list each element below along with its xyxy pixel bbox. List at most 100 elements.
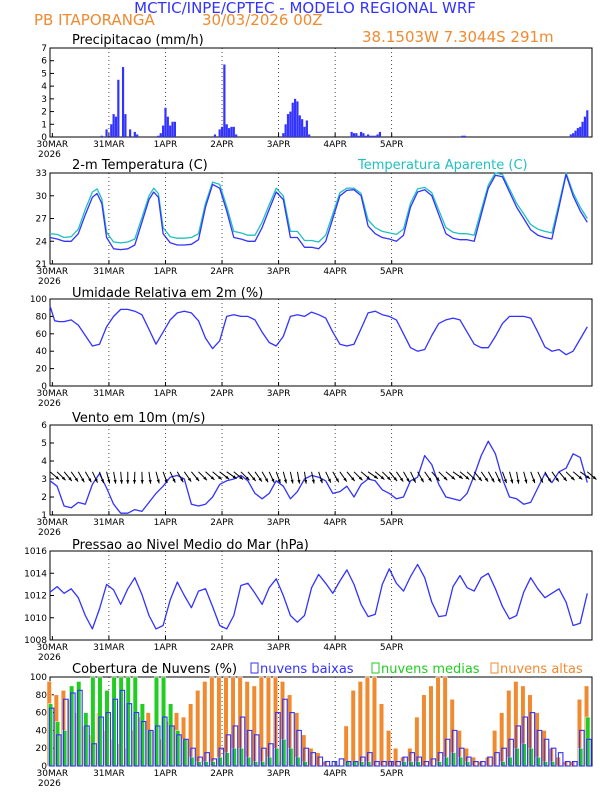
low-cloud-bar — [176, 734, 182, 767]
low-cloud-bar — [557, 752, 564, 767]
high-cloud-bar — [386, 730, 392, 767]
low-cloud-bar — [260, 747, 267, 767]
precip-bar — [133, 131, 136, 137]
x-tick-label: 31MAR — [93, 140, 125, 150]
clouds-title: Cobertura de Nuvens (%) — [72, 662, 237, 677]
panel-3-axes: 30MAR 31MAR 1APR 2APR 3APR 4APR 5APR 2026 1 2 3 4 5 6 — [37, 421, 593, 538]
wind-arrow-head — [148, 479, 152, 484]
precip-bar — [293, 98, 297, 137]
y-tick-label: 2 — [41, 108, 47, 118]
low-cloud-bar — [225, 734, 232, 767]
apparent-temperature-line — [49, 172, 588, 244]
x-tick-label: 1APR — [154, 140, 178, 150]
wind-arrow-head — [393, 477, 398, 481]
wind-arrow-head — [258, 477, 262, 482]
x-tick-label: 2APR — [210, 140, 234, 150]
precip-bar — [303, 126, 306, 137]
precip-bar — [136, 134, 139, 137]
wind-arrow-head — [335, 478, 339, 483]
wind-arrow-head — [435, 477, 440, 481]
x-tick-label: 30MAR — [37, 267, 69, 277]
wind-arrow-head — [119, 479, 123, 484]
wind-arrow-head — [239, 475, 244, 480]
precip-bar — [230, 126, 233, 137]
high-cloud-bar — [343, 725, 349, 767]
wind-arrow-head — [55, 475, 60, 480]
low-cloud-bar — [296, 729, 302, 767]
wind-arrow-head — [491, 478, 495, 483]
y-tick-label: 1008 — [24, 636, 47, 646]
low-cloud-bar — [282, 698, 288, 767]
wind-arrow-head — [358, 476, 363, 481]
y-tick-label: 30 — [36, 192, 48, 202]
wind-arrow-head — [451, 475, 456, 480]
precip-bar — [583, 116, 587, 137]
precip-bar — [218, 129, 221, 137]
wind-arrow-head — [351, 477, 355, 481]
low-cloud-legend-label: nuvens baixas — [260, 662, 354, 677]
precip-bar — [284, 124, 287, 137]
precip-bar — [232, 126, 235, 137]
y-tick-label: 6 — [41, 421, 47, 431]
high-cloud-bar — [428, 685, 434, 767]
wind-arrows — [49, 471, 597, 484]
wind-arrow-head — [516, 479, 520, 484]
precip-bar — [364, 135, 367, 137]
y-tick-label: 2 — [41, 493, 47, 503]
y-tick-label: 0 — [41, 762, 47, 772]
low-cloud-bar — [451, 729, 458, 767]
low-cloud-bar — [105, 712, 112, 767]
low-cloud-bar — [416, 756, 423, 767]
x-tick-label: 3APR — [267, 267, 291, 277]
year-label: 2026 — [38, 399, 61, 409]
high-cloud-bar — [195, 690, 201, 767]
low-cloud-bar — [161, 716, 168, 767]
y-tick-label: 7 — [41, 44, 47, 54]
precip-bar — [117, 79, 120, 137]
y-tick-label: 33 — [36, 169, 47, 179]
x-tick-label: 1APR — [154, 518, 178, 528]
header-title: MCTIC/INPE/CPTEC - MODELO REGIONAL WRF — [134, 0, 476, 17]
precip-bar — [369, 135, 372, 137]
low-cloud-bar — [55, 734, 62, 767]
wind-arrow-head — [245, 476, 250, 481]
year-label: 2026 — [38, 528, 61, 538]
low-cloud-bar — [508, 738, 514, 767]
wind-arrow-head — [81, 478, 85, 483]
high-cloud-legend-swatch — [490, 662, 499, 674]
low-cloud-bar — [190, 747, 196, 767]
precip-bar — [569, 134, 572, 137]
wind-arrow-head — [290, 479, 294, 484]
precip-bar — [157, 135, 160, 137]
panel-frame — [49, 172, 593, 265]
precip-bar — [296, 101, 299, 137]
wind-arrow-head — [297, 479, 301, 484]
precip-bar — [166, 116, 169, 137]
y-tick-label: 20 — [36, 744, 48, 754]
wind-arrow-head — [164, 479, 168, 484]
mid-cloud-legend-swatch — [371, 662, 380, 674]
y-tick-label: 6 — [41, 57, 47, 67]
x-tick-label: 4APR — [323, 643, 347, 653]
precip-bar — [374, 135, 377, 137]
precip-bar — [213, 134, 217, 137]
year-label: 2026 — [38, 653, 61, 663]
panel-1-axes: 30MAR 31MAR 1APR 2APR 3APR 4APR 5APR 2026 21 24 27… — [36, 169, 593, 287]
y-tick-label: 1 — [41, 120, 47, 130]
precip-bar — [164, 107, 167, 137]
wind-arrow-head — [304, 479, 308, 484]
wind-arrow-head — [283, 479, 287, 484]
wind-arrow-head — [187, 477, 192, 482]
wind-arrow-head — [225, 475, 230, 480]
low-cloud-bar — [289, 712, 295, 767]
x-tick-label: 1APR — [154, 389, 178, 399]
low-cloud-bar — [253, 734, 260, 767]
precip-bar — [171, 121, 174, 137]
low-cloud-bar — [529, 712, 536, 767]
panel-frame — [49, 550, 593, 641]
wind-arrow-head — [264, 478, 269, 483]
low-cloud-bar — [303, 747, 309, 767]
precip-bar — [291, 102, 294, 137]
x-tick-label: 1APR — [154, 267, 178, 277]
precip-bar — [223, 64, 226, 137]
